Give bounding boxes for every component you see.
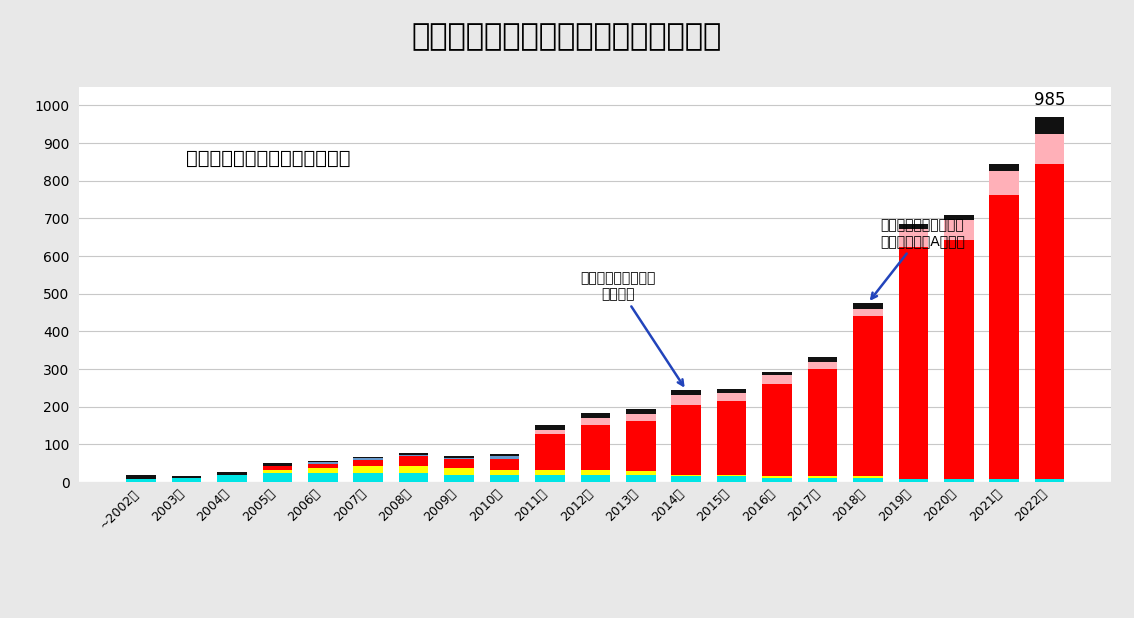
Bar [490, 455, 519, 459]
Bar [399, 473, 429, 482]
Bar [490, 470, 519, 475]
Bar [217, 472, 247, 475]
Bar [263, 466, 293, 470]
Bar [853, 476, 882, 478]
Text: スリーブ状胃切除が
保険収載: スリーブ状胃切除が 保険収載 [581, 271, 683, 386]
Bar [354, 460, 383, 466]
Bar [626, 472, 655, 475]
Bar [535, 430, 565, 434]
Bar [399, 455, 429, 457]
Bar [762, 384, 792, 476]
Bar [807, 362, 837, 369]
Bar [626, 475, 655, 482]
Bar [671, 476, 701, 482]
Bar [943, 220, 974, 240]
Bar [898, 229, 928, 247]
Bar [626, 409, 655, 414]
Bar [807, 357, 837, 362]
Bar [535, 470, 565, 475]
Bar [263, 473, 293, 482]
Bar [1035, 133, 1065, 164]
Bar [263, 470, 293, 473]
Bar [762, 476, 792, 478]
Bar [807, 369, 837, 476]
Bar [717, 402, 746, 475]
Bar [399, 466, 429, 473]
Bar [490, 459, 519, 470]
Bar [717, 476, 746, 482]
Bar [263, 463, 293, 466]
Bar [807, 476, 837, 478]
Bar [490, 475, 519, 482]
Bar [308, 464, 338, 468]
Bar [853, 309, 882, 316]
Bar [354, 473, 383, 482]
Bar [217, 475, 247, 482]
Bar [853, 478, 882, 482]
Bar [762, 373, 792, 376]
Bar [717, 475, 746, 476]
Bar [535, 475, 565, 482]
Bar [943, 215, 974, 220]
Bar [308, 461, 338, 462]
Text: スリーブバイパス術が
高度先進医療Aに認定: スリーブバイパス術が 高度先進医療Aに認定 [871, 218, 965, 298]
Bar [943, 240, 974, 479]
Bar [898, 479, 928, 482]
Bar [581, 418, 610, 425]
Bar [535, 434, 565, 470]
Bar [1035, 117, 1065, 133]
Bar [445, 468, 474, 475]
Bar [853, 316, 882, 476]
Bar [671, 405, 701, 475]
Bar [853, 303, 882, 309]
Bar [171, 476, 201, 478]
Bar [354, 459, 383, 460]
Bar [807, 478, 837, 482]
Bar [126, 479, 155, 482]
Bar [762, 376, 792, 384]
Bar [671, 390, 701, 395]
Text: わが国における術式別施行症例の推移: わが国における術式別施行症例の推移 [412, 23, 722, 51]
Text: 985: 985 [1034, 91, 1066, 109]
Bar [490, 454, 519, 455]
Bar [898, 247, 928, 479]
Bar [354, 457, 383, 459]
Bar [581, 425, 610, 470]
Bar [581, 475, 610, 482]
Bar [308, 473, 338, 482]
Bar [990, 171, 1019, 195]
Bar [717, 393, 746, 402]
Text: 海外と比べて圧倒的に少ない！: 海外と比べて圧倒的に少ない！ [186, 148, 352, 167]
Bar [581, 470, 610, 475]
Bar [581, 413, 610, 418]
Bar [445, 455, 474, 457]
Bar [445, 459, 474, 468]
Bar [308, 462, 338, 464]
Bar [445, 475, 474, 482]
Bar [671, 475, 701, 476]
Bar [626, 421, 655, 472]
Bar [171, 478, 201, 482]
Bar [1035, 479, 1065, 482]
Bar [990, 479, 1019, 482]
Bar [898, 224, 928, 229]
Bar [445, 457, 474, 459]
Bar [399, 453, 429, 455]
Bar [671, 395, 701, 405]
Bar [308, 468, 338, 473]
Bar [399, 457, 429, 466]
Bar [990, 195, 1019, 479]
Bar [126, 475, 155, 479]
Bar [626, 414, 655, 421]
Bar [762, 478, 792, 482]
Bar [354, 466, 383, 473]
Bar [535, 425, 565, 430]
Bar [943, 479, 974, 482]
Bar [1035, 164, 1065, 479]
Bar [990, 164, 1019, 171]
Bar [717, 389, 746, 393]
